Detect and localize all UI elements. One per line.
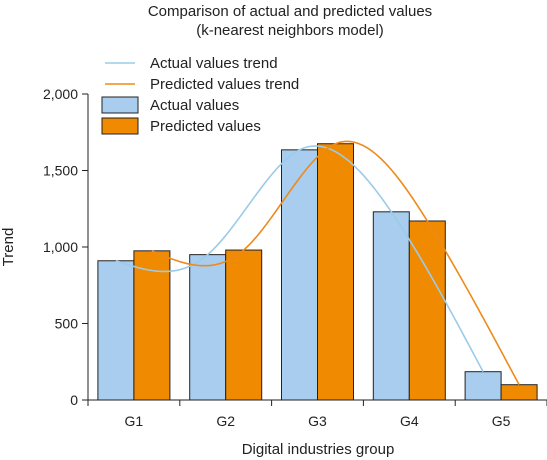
y-axis-label: Trend <box>0 228 17 267</box>
x-tick-label: G3 <box>308 413 327 429</box>
chart-title: Comparison of actual and predicted value… <box>148 3 432 39</box>
bar-predicted-values-g5 <box>500 384 538 401</box>
bar-predicted-values-g2 <box>225 249 263 401</box>
y-tick-label: 500 <box>55 316 79 332</box>
y-tick-label: 1,000 <box>43 239 78 255</box>
legend-label-predicted-values-trend: Predicted values trend <box>150 76 299 93</box>
y-tick-label: 0 <box>70 392 78 408</box>
legend-swatch-predicted-values <box>101 117 139 135</box>
trend-line-actual-values-trend <box>115 145 484 373</box>
x-tick-label: G4 <box>400 413 419 429</box>
legend-label-actual-values-trend: Actual values trend <box>150 55 278 72</box>
chart-title-line1: Comparison of actual and predicted value… <box>148 3 432 20</box>
chart-subtitle: (k-nearest neighbors model) <box>196 22 384 39</box>
bar-actual-values-g2 <box>189 254 227 401</box>
bar-actual-values-g3 <box>281 149 318 401</box>
axes: 0 500 1,000 1,500 2,000 G1 G2 G3 G4 G5 <box>43 86 547 429</box>
bar-predicted-values-g3 <box>317 143 354 401</box>
x-axis-label: Digital industries group <box>242 441 395 458</box>
y-tick-label: 1,500 <box>43 163 78 179</box>
trend-line-predicted-values-trend <box>151 140 520 386</box>
bar-actual-values-g5 <box>464 371 502 401</box>
x-tick-label: G1 <box>125 413 144 429</box>
plot-area <box>97 140 538 401</box>
bar-actual-values-g1 <box>97 260 135 401</box>
legend: Actual values trend Predicted values tren… <box>101 55 299 135</box>
bar-predicted-values-g1 <box>133 250 171 401</box>
x-tick-label: G2 <box>216 413 235 429</box>
legend-label-predicted-values: Predicted values <box>150 118 261 135</box>
bar-actual-values-g4 <box>372 211 410 401</box>
x-tick-label: G5 <box>492 413 511 429</box>
legend-label-actual-values: Actual values <box>150 97 239 114</box>
legend-swatch-actual-values <box>101 96 139 114</box>
y-tick-label: 2,000 <box>43 86 78 102</box>
